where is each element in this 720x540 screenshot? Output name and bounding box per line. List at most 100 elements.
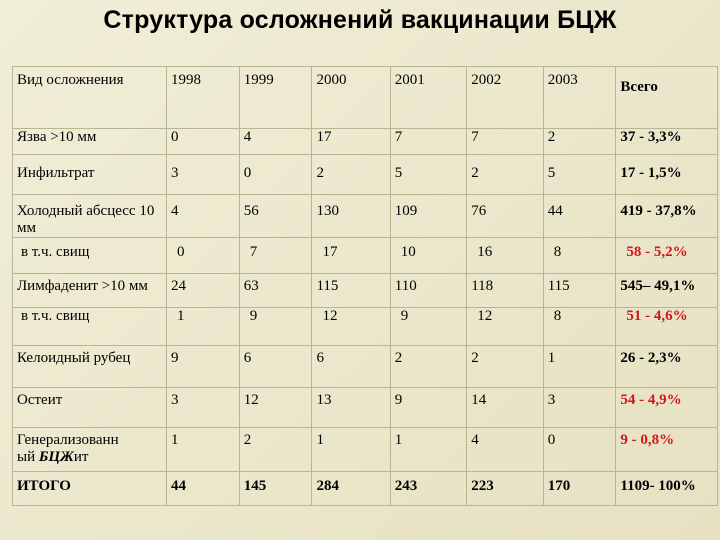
cell-value: 12 <box>311 307 391 346</box>
cell-value: 115 <box>311 273 391 308</box>
cell-value: 170 <box>542 471 617 506</box>
cell-total: 545– 49,1% <box>615 273 718 308</box>
header-complication-type: Вид осложнения <box>11 66 168 129</box>
cell-value: 0 <box>542 427 617 472</box>
row-label: Генерализованн ый БЦЖит <box>11 427 168 472</box>
cell-value: 63 <box>238 273 313 308</box>
cell-value: 1 <box>389 427 468 472</box>
row-label: Язва >10 мм <box>11 128 168 155</box>
header-2003: 2003 <box>542 66 617 129</box>
table-row: Генерализованн ый БЦЖит 1 2 1 1 4 0 9 - 0… <box>11 427 718 472</box>
cell-total: 37 - 3,3% <box>615 128 718 155</box>
cell-value: 4 <box>238 128 313 155</box>
row-label: Остеит <box>11 387 168 428</box>
cell-value: 4 <box>466 427 544 472</box>
cell-value: 2 <box>466 154 544 195</box>
cell-total: 1109- 100% <box>615 471 718 506</box>
cell-value: 9 <box>238 307 313 346</box>
cell-value: 3 <box>166 154 240 195</box>
cell-value: 2 <box>389 345 468 388</box>
table-row: в т.ч. свищ 1 9 12 9 12 8 51 - 4,6% <box>11 307 718 346</box>
cell-total: 9 - 0,8% <box>615 427 718 472</box>
cell-value: 17 <box>311 128 391 155</box>
header-2002: 2002 <box>466 66 544 129</box>
cell-value: 130 <box>311 194 391 238</box>
cell-value: 7 <box>389 128 468 155</box>
cell-value: 118 <box>466 273 544 308</box>
cell-value: 12 <box>466 307 544 346</box>
cell-value: 6 <box>311 345 391 388</box>
table-row: Остеит 3 12 13 9 14 3 54 - 4,9% <box>11 387 718 428</box>
cell-total: 51 - 4,6% <box>615 307 718 346</box>
table-row: Холодный абсцесс 10 мм 4 56 130 109 76 4… <box>11 194 718 238</box>
cell-value: 0 <box>166 128 240 155</box>
cell-value: 12 <box>238 387 313 428</box>
cell-value: 10 <box>389 237 468 274</box>
cell-value: 1 <box>542 345 617 388</box>
table-header-row: Вид осложнения 1998 1999 2000 2001 2002 … <box>11 66 718 129</box>
cell-value: 243 <box>389 471 468 506</box>
row-label: в т.ч. свищ <box>11 307 168 346</box>
cell-value: 76 <box>466 194 544 238</box>
cell-value: 3 <box>166 387 240 428</box>
cell-total: 17 - 1,5% <box>615 154 718 195</box>
cell-value: 17 <box>311 237 391 274</box>
row-label: Инфильтрат <box>11 154 168 195</box>
table-row-total: ИТОГО 44 145 284 243 223 170 1109- 100% <box>11 471 718 506</box>
cell-value: 7 <box>238 237 313 274</box>
cell-value: 1 <box>166 427 240 472</box>
cell-value: 9 <box>166 345 240 388</box>
cell-value: 6 <box>238 345 313 388</box>
cell-value: 109 <box>389 194 468 238</box>
header-1998: 1998 <box>166 66 240 129</box>
cell-total: 54 - 4,9% <box>615 387 718 428</box>
cell-total: 26 - 2,3% <box>615 345 718 388</box>
row-label: ИТОГО <box>11 471 168 506</box>
cell-value: 44 <box>166 471 240 506</box>
cell-value: 14 <box>466 387 544 428</box>
cell-value: 4 <box>166 194 240 238</box>
cell-value: 223 <box>466 471 544 506</box>
cell-value: 44 <box>542 194 617 238</box>
header-total: Всего <box>615 66 718 129</box>
cell-value: 8 <box>542 237 617 274</box>
table-row: Келоидный рубец 9 6 6 2 2 1 26 - 2,3% <box>11 345 718 388</box>
table-row: Язва >10 мм 0 4 17 7 7 2 37 - 3,3% <box>11 128 718 155</box>
table-row: Инфильтрат 3 0 2 5 2 5 17 - 1,5% <box>11 154 718 195</box>
cell-value: 2 <box>466 345 544 388</box>
table-row: в т.ч. свищ 0 7 17 10 16 8 58 - 5,2% <box>11 237 718 274</box>
cell-value: 2 <box>311 154 391 195</box>
cell-value: 3 <box>542 387 617 428</box>
cell-value: 9 <box>389 387 468 428</box>
cell-value: 284 <box>311 471 391 506</box>
cell-value: 8 <box>542 307 617 346</box>
cell-value: 7 <box>466 128 544 155</box>
cell-value: 0 <box>166 237 240 274</box>
row-label: Лимфаденит >10 мм <box>11 273 168 308</box>
cell-value: 5 <box>542 154 617 195</box>
cell-value: 1 <box>311 427 391 472</box>
slide-title: Структура осложнений вакцинации БЦЖ <box>103 6 617 34</box>
row-label: в т.ч. свищ <box>11 237 168 274</box>
cell-value: 1 <box>166 307 240 346</box>
cell-value: 0 <box>238 154 313 195</box>
cell-total: 419 - 37,8% <box>615 194 718 238</box>
header-2000: 2000 <box>311 66 391 129</box>
cell-value: 16 <box>466 237 544 274</box>
cell-value: 56 <box>238 194 313 238</box>
cell-value: 9 <box>389 307 468 346</box>
row-label: Келоидный рубец <box>11 345 168 388</box>
cell-value: 145 <box>238 471 313 506</box>
cell-value: 110 <box>389 273 468 308</box>
cell-value: 24 <box>166 273 240 308</box>
cell-value: 5 <box>389 154 468 195</box>
complications-table: Вид осложнения 1998 1999 2000 2001 2002 … <box>11 66 718 506</box>
cell-total: 58 - 5,2% <box>615 237 718 274</box>
cell-value: 13 <box>311 387 391 428</box>
header-1999: 1999 <box>238 66 313 129</box>
cell-value: 115 <box>542 273 617 308</box>
row-label: Холодный абсцесс 10 мм <box>11 194 168 238</box>
header-2001: 2001 <box>389 66 468 129</box>
cell-value: 2 <box>238 427 313 472</box>
cell-value: 2 <box>542 128 617 155</box>
